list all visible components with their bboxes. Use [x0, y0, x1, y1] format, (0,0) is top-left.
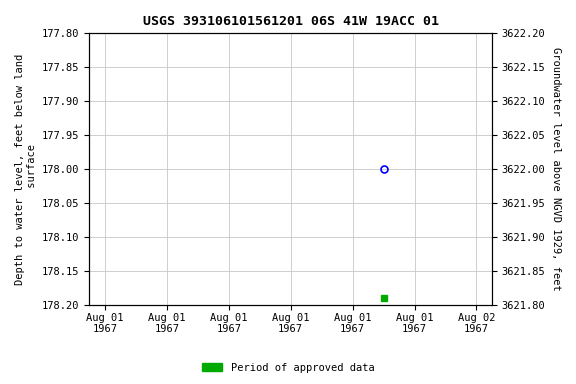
Legend: Period of approved data: Period of approved data	[198, 359, 378, 377]
Y-axis label: Groundwater level above NGVD 1929, feet: Groundwater level above NGVD 1929, feet	[551, 47, 561, 291]
Title: USGS 393106101561201 06S 41W 19ACC 01: USGS 393106101561201 06S 41W 19ACC 01	[143, 15, 439, 28]
Y-axis label: Depth to water level, feet below land
 surface: Depth to water level, feet below land su…	[15, 54, 37, 285]
